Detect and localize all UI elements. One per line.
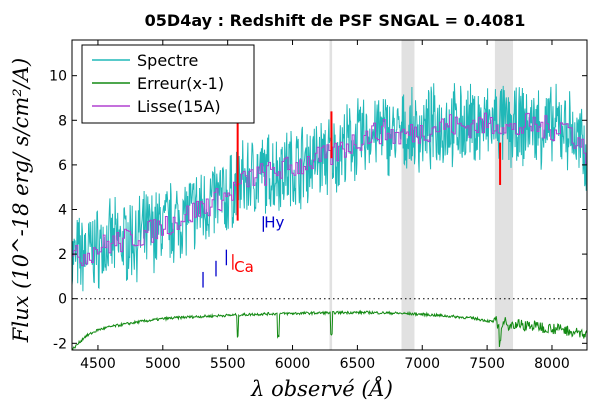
masked-region-2 xyxy=(494,40,514,350)
legend-label-lisse: Lisse(15A) xyxy=(137,97,221,116)
annotation-ca: Ca xyxy=(234,258,254,276)
axes: Ca Hy 4500 5000 5500 6000 6500 7000 7500 8000 -2 0 2… xyxy=(49,39,588,372)
masked-region-1 xyxy=(401,40,415,350)
legend-label-spectre: Spectre xyxy=(137,51,198,70)
x-axis-label: λ observé (Å) xyxy=(250,376,393,400)
series-erreur-line xyxy=(72,309,587,350)
y-tick-label-8: 8 xyxy=(58,113,67,129)
chart-title: 05D4ay : Redshift de PSF SNGAL = 0.4081 xyxy=(145,11,526,30)
annotation-hy: Hy xyxy=(264,213,284,231)
x-tick-label-6500: 6500 xyxy=(340,356,376,372)
x-tick-label-8000: 8000 xyxy=(534,356,570,372)
x-tick-label-7500: 7500 xyxy=(469,356,505,372)
y-axis-label: Flux (10^-18 erg/ s/cm²/A) xyxy=(9,58,33,343)
series-spectre-line xyxy=(72,83,587,292)
y-tick-label-2: 2 xyxy=(58,247,67,263)
plot-area xyxy=(72,40,587,350)
x-tick-label-5000: 5000 xyxy=(145,356,181,372)
legend-box xyxy=(81,44,255,124)
masked-region-0 xyxy=(329,40,333,350)
x-tick-label-4500: 4500 xyxy=(80,356,116,372)
plot-frame xyxy=(71,39,588,351)
y-tick-label-6: 6 xyxy=(58,158,67,174)
series-lisse-line xyxy=(72,112,587,267)
y-tick-label-10: 10 xyxy=(49,69,67,85)
x-tick-label-7000: 7000 xyxy=(404,356,440,372)
legend-label-erreur: Erreur(x-1) xyxy=(137,74,224,93)
x-tick-label-6000: 6000 xyxy=(275,356,311,372)
y-tick-label-4: 4 xyxy=(58,202,67,218)
y-tick-label-0: 0 xyxy=(58,292,67,308)
y-tick-label--2: -2 xyxy=(53,336,67,352)
x-tick-label-5500: 5500 xyxy=(210,356,246,372)
legend: Spectre Erreur(x-1) Lisse(15A) xyxy=(81,44,255,124)
